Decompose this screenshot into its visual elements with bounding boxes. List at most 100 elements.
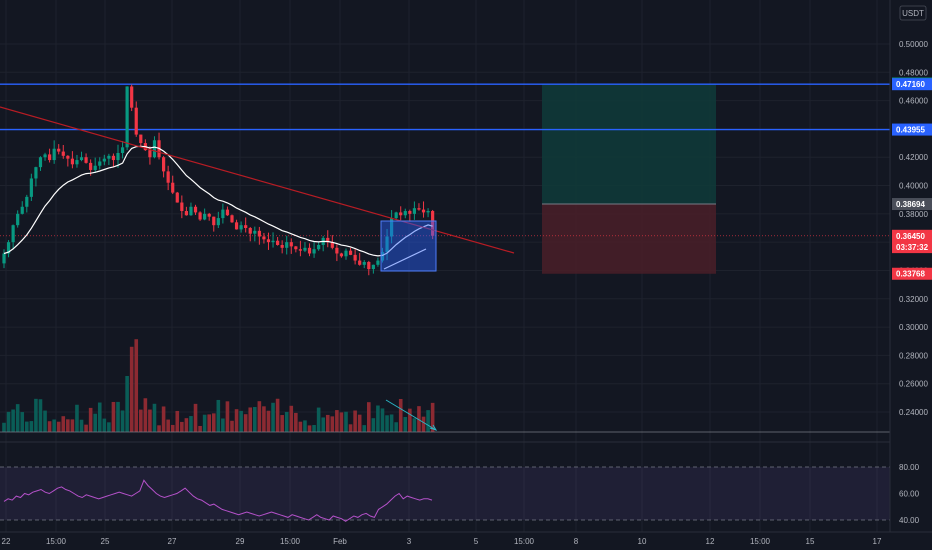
candle-body[interactable]	[421, 209, 426, 213]
candle-body[interactable]	[189, 206, 193, 216]
candle-body[interactable]	[43, 154, 47, 158]
candle-body[interactable]	[412, 208, 416, 214]
candle-body[interactable]	[79, 157, 84, 161]
candle-body[interactable]	[98, 161, 102, 166]
candle-body[interactable]	[225, 209, 230, 216]
candle-body[interactable]	[244, 225, 248, 228]
candle-body[interactable]	[193, 206, 198, 213]
candle-body[interactable]	[426, 211, 430, 213]
time-axis[interactable]: 22 15:00 25 27 29 15:00 Feb 3 5 15:00 8 10 12 15:00 15…	[2, 537, 882, 546]
candle-body[interactable]	[11, 225, 15, 243]
candle-body[interactable]	[116, 152, 120, 161]
candle-body[interactable]	[180, 202, 184, 212]
candle-body[interactable]	[376, 260, 380, 265]
long-position-loss-zone[interactable]	[542, 204, 716, 274]
candle-body[interactable]	[25, 196, 29, 207]
candlesticks[interactable]	[2, 84, 435, 276]
candle-body[interactable]	[271, 240, 275, 243]
candle-body[interactable]	[125, 86, 129, 148]
candle-body[interactable]	[380, 252, 385, 261]
candle-body[interactable]	[162, 157, 166, 172]
candle-body[interactable]	[348, 250, 353, 255]
candle-body[interactable]	[61, 151, 65, 156]
candle-body[interactable]	[294, 246, 298, 250]
candle-body[interactable]	[207, 213, 211, 217]
horizontal-lines[interactable]	[0, 83, 890, 131]
candle-body[interactable]	[20, 206, 24, 214]
candle-body[interactable]	[66, 155, 70, 159]
candle-body[interactable]	[248, 228, 252, 234]
candle-body[interactable]	[385, 236, 389, 253]
candle-body[interactable]	[367, 261, 371, 270]
candle-body[interactable]	[107, 155, 111, 159]
candle-body[interactable]	[371, 264, 375, 270]
candle-body[interactable]	[198, 212, 202, 220]
trend-line[interactable]	[0, 106, 515, 254]
currency-badge-box[interactable]	[899, 5, 927, 21]
candle-body[interactable]	[2, 253, 6, 264]
candle-body[interactable]	[289, 242, 293, 247]
candle-body[interactable]	[239, 225, 243, 230]
candle-body[interactable]	[175, 192, 179, 203]
candle-body[interactable]	[84, 157, 88, 163]
candle-body[interactable]	[130, 86, 134, 108]
candle-body[interactable]	[6, 242, 11, 254]
candle-body[interactable]	[285, 242, 289, 248]
candle-body[interactable]	[431, 211, 435, 236]
candle-body[interactable]	[417, 208, 421, 210]
candle-body[interactable]	[102, 158, 106, 162]
candle-body[interactable]	[75, 160, 79, 165]
candle-body[interactable]	[216, 218, 220, 226]
candle-body[interactable]	[358, 260, 362, 265]
candle-body[interactable]	[152, 140, 157, 158]
candle-body[interactable]	[262, 236, 266, 240]
candle-body[interactable]	[312, 249, 316, 254]
candle-body[interactable]	[212, 216, 216, 226]
candle-body[interactable]	[253, 230, 257, 234]
candle-body[interactable]	[276, 240, 280, 245]
candle-body[interactable]	[335, 247, 339, 254]
candle-body[interactable]	[171, 182, 175, 193]
candle-body[interactable]	[298, 249, 302, 251]
candle-body[interactable]	[390, 218, 394, 237]
currency-badge[interactable]: USDT	[902, 9, 924, 18]
consolidation-rectangle[interactable]	[380, 220, 437, 272]
candle-body[interactable]	[280, 244, 284, 248]
candle-body[interactable]	[326, 237, 330, 243]
candle-body[interactable]	[89, 162, 93, 170]
candle-body[interactable]	[234, 222, 239, 230]
long-position-profit-zone[interactable]	[542, 83, 716, 205]
candle-body[interactable]	[57, 148, 61, 152]
candle-body[interactable]	[38, 157, 43, 168]
candle-body[interactable]	[111, 155, 116, 161]
candle-body[interactable]	[52, 148, 56, 161]
candle-body[interactable]	[344, 250, 348, 257]
candle-body[interactable]	[48, 154, 52, 161]
candle-body[interactable]	[166, 171, 170, 183]
candle-body[interactable]	[148, 150, 152, 158]
candle-body[interactable]	[353, 254, 357, 261]
candle-body[interactable]	[394, 212, 398, 219]
candle-body[interactable]	[408, 211, 412, 214]
candle-body[interactable]	[303, 247, 307, 251]
candle-body[interactable]	[139, 134, 143, 144]
candle-body[interactable]	[29, 178, 33, 197]
candle-body[interactable]	[34, 167, 38, 179]
candle-body[interactable]	[134, 107, 138, 135]
candle-body[interactable]	[93, 165, 97, 170]
candle-body[interactable]	[403, 211, 407, 216]
candle-body[interactable]	[307, 247, 312, 254]
candle-body[interactable]	[70, 158, 74, 165]
candle-body[interactable]	[362, 261, 366, 265]
price-axis[interactable]: 0.500000.480000.460000.440000.420000.400…	[899, 40, 928, 417]
candle-body[interactable]	[339, 253, 344, 257]
candle-body[interactable]	[257, 230, 261, 237]
candle-body[interactable]	[399, 212, 403, 216]
candle-body[interactable]	[266, 239, 271, 243]
candle-body[interactable]	[203, 213, 207, 220]
candle-body[interactable]	[330, 242, 334, 248]
candle-body[interactable]	[120, 147, 125, 153]
candle-body[interactable]	[221, 209, 225, 219]
